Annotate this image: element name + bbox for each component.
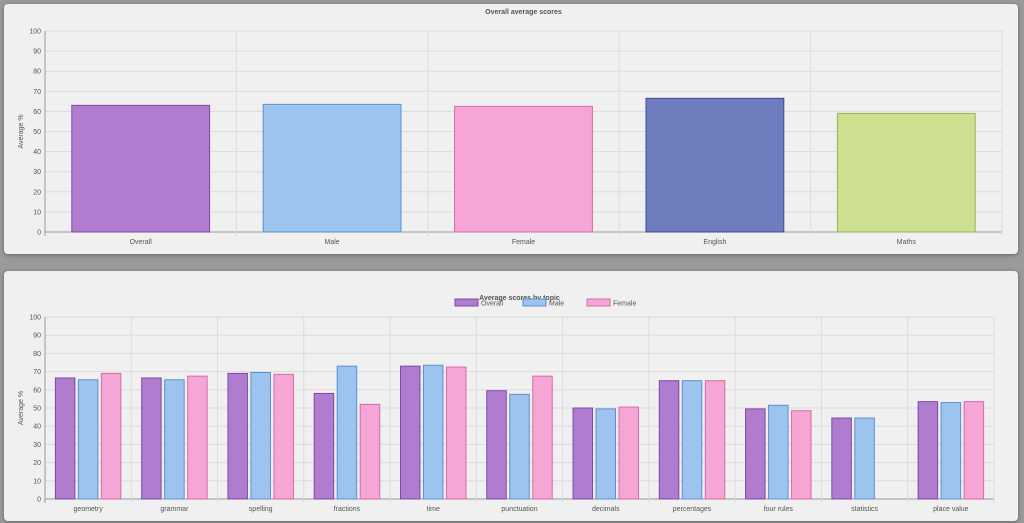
bar-decimals-female[interactable]: [618, 406, 640, 500]
y-tick-label: 40: [33, 424, 41, 431]
x-tick-label-statistics: statistics: [851, 506, 878, 513]
bar-time-female[interactable]: [445, 366, 467, 500]
bar-time-overall[interactable]: [399, 365, 421, 500]
x-tick-label-time: time: [427, 506, 440, 513]
y-tick-label: 90: [33, 333, 41, 340]
legend-swatch-female[interactable]: [586, 298, 611, 307]
y-tick-label: 80: [33, 69, 41, 76]
bar-geometry-male[interactable]: [77, 379, 99, 500]
overall-scores-chart: Overall average scores 0 10 20 30 40 50 60 70 80 9…: [18, 9, 1003, 246]
bar-maths[interactable]: [836, 112, 976, 233]
bar-spelling-male[interactable]: [250, 372, 271, 500]
bar-statistics-male[interactable]: [854, 417, 875, 500]
legend-swatch-male[interactable]: [522, 298, 547, 307]
x-tick-label-geometry: geometry: [74, 506, 104, 513]
x-tick-label-overall: Overall: [130, 239, 153, 246]
bar-decimals-overall[interactable]: [572, 407, 594, 500]
y-tick-label: 50: [33, 129, 41, 136]
bar-overall[interactable]: [71, 104, 211, 233]
bar-punctuation-female[interactable]: [532, 375, 553, 500]
bar-four-rules-overall[interactable]: [745, 408, 766, 500]
bar-place-value-male[interactable]: [940, 402, 962, 500]
y-tick-label: 100: [29, 29, 41, 36]
bar-place-value-overall[interactable]: [917, 401, 939, 500]
y-tick-label: 30: [33, 169, 41, 176]
y-axis-label: Average %: [18, 114, 25, 148]
x-tick-label-english: English: [703, 239, 726, 246]
bar-male[interactable]: [262, 103, 402, 233]
y-tick-label: 40: [33, 149, 41, 156]
chart-title: Average scores by topic: [479, 295, 560, 302]
x-tick-label-punctuation: punctuation: [501, 506, 537, 513]
y-tick-label: 10: [33, 478, 41, 485]
bar-four-rules-male[interactable]: [768, 404, 789, 500]
x-tick-label-fractions: fractions: [334, 506, 361, 513]
bar-geometry-female[interactable]: [100, 372, 122, 500]
bar-english[interactable]: [645, 97, 785, 233]
overall-scores-card: Overall average scores 0 10 20 30 40 50 60 70 80 9…: [4, 4, 1018, 254]
bar-spelling-female[interactable]: [273, 373, 294, 500]
y-tick-label: 70: [33, 369, 41, 376]
x-tick-label-four-rules: four rules: [764, 506, 794, 513]
y-tick-label: 0: [37, 230, 41, 237]
topic-scores-card: Average scores by topic 0 10 20 30 40 50 60 70 80…: [4, 271, 1018, 521]
x-tick-label-male: Male: [325, 239, 340, 246]
bar-punctuation-overall[interactable]: [486, 390, 507, 500]
y-tick-label: 10: [33, 209, 41, 216]
bar-statistics-overall[interactable]: [831, 417, 852, 500]
x-tick-label-decimals: decimals: [592, 506, 620, 513]
x-tick-label-place-value: place value: [933, 506, 969, 513]
x-tick-label-maths: Maths: [897, 239, 917, 246]
bar-grammar-female[interactable]: [187, 375, 208, 500]
y-tick-label: 50: [33, 406, 41, 413]
bar-decimals-male[interactable]: [595, 408, 617, 500]
bar-four-rules-female[interactable]: [791, 410, 812, 500]
y-tick-label: 90: [33, 49, 41, 56]
y-axis-label: Average %: [18, 391, 25, 425]
bar-percentages-overall[interactable]: [658, 380, 680, 500]
bar-grammar-overall[interactable]: [141, 377, 162, 500]
x-tick-label-spelling: spelling: [249, 506, 273, 513]
y-tick-label: 0: [37, 497, 41, 504]
bar-spelling-overall[interactable]: [227, 372, 248, 500]
chart-title: Overall average scores: [485, 9, 562, 16]
x-tick-label-female: Female: [512, 239, 535, 246]
y-tick-label: 80: [33, 351, 41, 358]
y-tick-label: 70: [33, 89, 41, 96]
bar-fractions-male[interactable]: [336, 365, 358, 500]
legend-label-male[interactable]: Male: [549, 301, 564, 308]
y-tick-label: 60: [33, 109, 41, 116]
y-tick-label: 30: [33, 442, 41, 449]
bar-place-value-female[interactable]: [963, 401, 985, 500]
bar-grammar-male[interactable]: [164, 379, 185, 500]
bar-geometry-overall[interactable]: [54, 377, 76, 500]
y-tick-label: 60: [33, 387, 41, 394]
bar-time-male[interactable]: [422, 364, 444, 500]
bar-percentages-male[interactable]: [681, 380, 703, 500]
legend-swatch-overall[interactable]: [454, 298, 479, 307]
x-tick-label-percentages: percentages: [673, 506, 712, 513]
legend-label-overall[interactable]: Overall: [481, 301, 504, 308]
bar-percentages-female[interactable]: [704, 380, 726, 500]
bar-fractions-female[interactable]: [359, 403, 381, 500]
x-tick-label-grammar: grammar: [160, 506, 189, 513]
bar-female[interactable]: [454, 105, 593, 233]
y-tick-label: 100: [29, 315, 41, 322]
bar-fractions-overall[interactable]: [313, 392, 335, 500]
y-tick-label: 20: [33, 189, 41, 196]
topic-scores-chart: Average scores by topic 0 10 20 30 40 50 60 70 80…: [18, 295, 995, 513]
legend-label-female[interactable]: Female: [613, 301, 636, 308]
y-tick-label: 20: [33, 460, 41, 467]
bar-punctuation-male[interactable]: [509, 393, 530, 500]
